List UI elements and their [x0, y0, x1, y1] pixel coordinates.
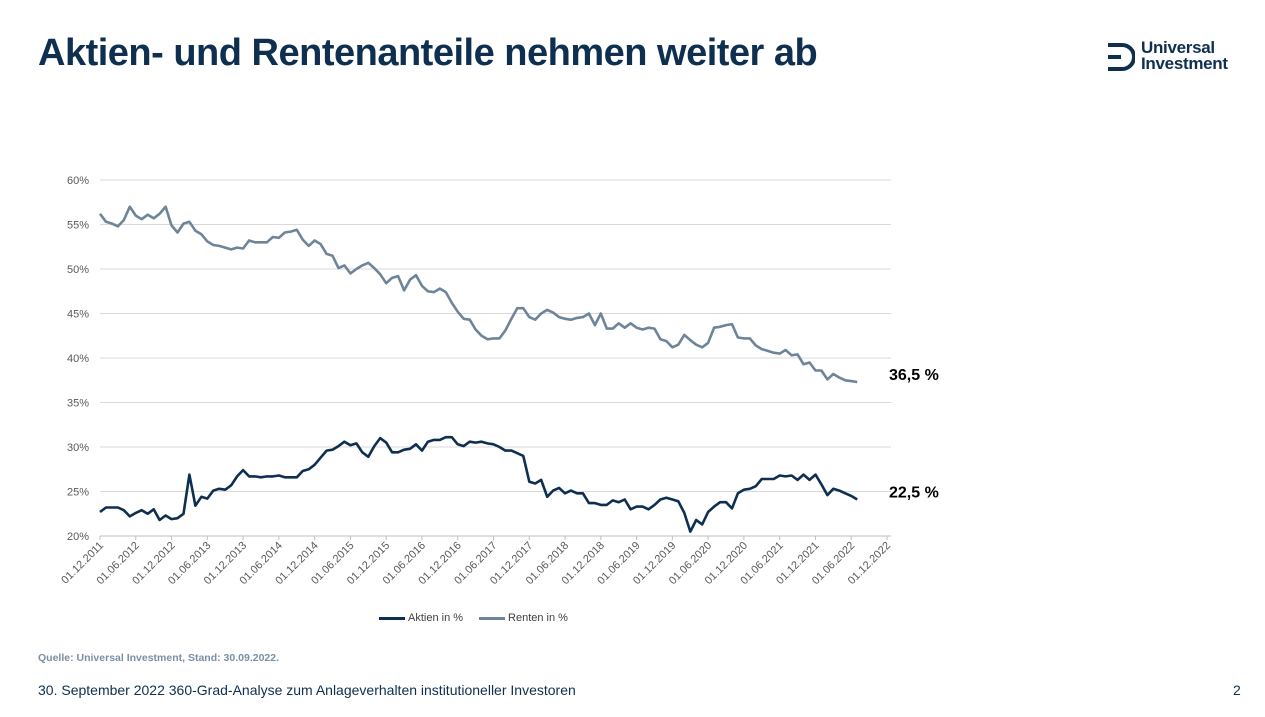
y-tick-label: 30%: [67, 442, 89, 454]
legend-item-renten: Renten in %: [479, 612, 568, 624]
y-tick-label: 55%: [67, 220, 89, 232]
source-note: Quelle: Universal Investment, Stand: 30.…: [38, 652, 280, 664]
y-tick-label: 40%: [67, 353, 89, 365]
page-title: Aktien- und Rentenanteile nehmen weiter …: [38, 32, 818, 74]
logo-wordmark: Universal Investment: [1141, 38, 1228, 73]
chart-legend: Aktien in % Renten in %: [379, 612, 568, 624]
y-tick-label: 45%: [67, 309, 89, 321]
logo-line-2: Investment: [1141, 54, 1228, 73]
y-tick-label: 20%: [67, 531, 89, 543]
y-tick-label: 35%: [67, 398, 89, 410]
logo-line-1: Universal: [1141, 38, 1215, 57]
series-line-aktien: [99, 435, 858, 533]
y-tick-label: 50%: [67, 264, 89, 276]
line-chart: 20%25%30%35%40%45%50%55%60%01.12.201101.…: [59, 175, 939, 587]
end-value-label-renten: 36,5 %: [889, 367, 939, 384]
series-line-renten: [98, 205, 858, 384]
legend-label-renten: Renten in %: [508, 612, 568, 624]
legend-label-aktien: Aktien in %: [408, 612, 464, 624]
y-tick-label: 60%: [67, 175, 89, 187]
end-value-label-aktien: 22,5 %: [889, 485, 939, 502]
legend-swatch-aktien: [379, 616, 405, 620]
universal-investment-logo: Universal Investment: [1105, 38, 1245, 74]
page-number: 2: [1233, 682, 1241, 698]
y-tick-label: 25%: [67, 487, 89, 499]
legend-swatch-renten: [479, 616, 506, 620]
legend-item-aktien: Aktien in %: [379, 612, 463, 624]
footer-text: 30. September 2022 360-Grad-Analyse zum …: [38, 682, 576, 698]
logo-mark-icon: [1108, 43, 1135, 71]
